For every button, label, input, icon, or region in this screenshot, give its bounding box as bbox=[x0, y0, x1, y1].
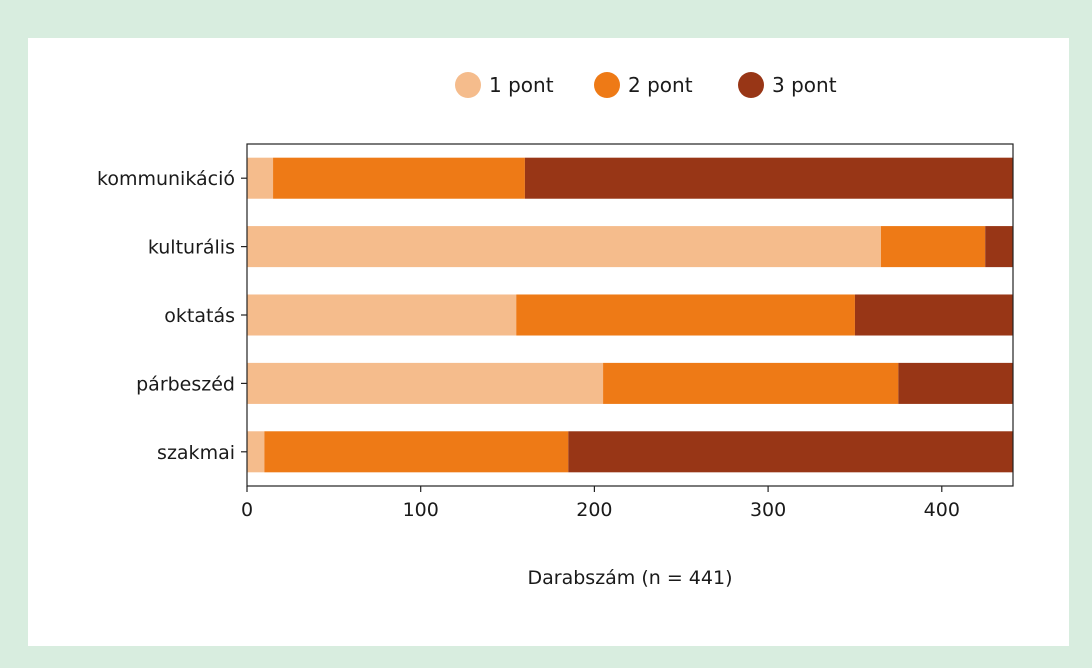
legend-swatch bbox=[594, 72, 620, 98]
legend: 1 pont 2 pont 3 pont bbox=[455, 72, 837, 98]
y-tick-label: párbeszéd bbox=[136, 373, 235, 395]
bar-oktatás-3-pont bbox=[854, 294, 1013, 336]
bar-kommunikáció-3-pont bbox=[524, 157, 1013, 199]
x-tick-label: 0 bbox=[241, 499, 253, 521]
x-tick-label: 200 bbox=[576, 499, 612, 521]
legend-label: 3 pont bbox=[772, 73, 837, 97]
x-axis-label: Darabszám (n = 441) bbox=[528, 567, 733, 589]
y-tick-label: kommunikáció bbox=[97, 168, 235, 190]
bar-szakmai-2-pont bbox=[264, 431, 569, 473]
bar-szakmai-3-pont bbox=[568, 431, 1013, 473]
bars bbox=[247, 157, 1013, 473]
chart-panel: 1 pont 2 pont 3 pont kommunikáció kulturáli… bbox=[28, 38, 1069, 646]
stacked-bar-chart: 1 pont 2 pont 3 pont kommunikáció kulturáli… bbox=[97, 72, 1014, 589]
y-axis: kommunikáció kulturális oktatás párbeszéd sz… bbox=[97, 168, 247, 464]
y-tick-label: kulturális bbox=[148, 237, 235, 259]
bar-kulturális-3-pont bbox=[985, 226, 1013, 268]
x-tick-label: 400 bbox=[924, 499, 960, 521]
bar-kommunikáció-2-pont bbox=[273, 157, 525, 199]
bar-párbeszéd-2-pont bbox=[603, 362, 899, 404]
legend-label: 2 pont bbox=[628, 73, 693, 97]
bar-párbeszéd-3-pont bbox=[898, 362, 1013, 404]
bar-kommunikáció-1-pont bbox=[247, 157, 274, 199]
bar-párbeszéd-1-pont bbox=[247, 362, 604, 404]
legend-label: 1 pont bbox=[489, 73, 554, 97]
y-tick-label: oktatás bbox=[164, 305, 235, 327]
legend-swatch bbox=[455, 72, 481, 98]
bar-oktatás-2-pont bbox=[516, 294, 855, 336]
x-axis: 0 100 200 300 400 bbox=[241, 486, 960, 521]
x-tick-label: 300 bbox=[750, 499, 786, 521]
bar-kulturális-1-pont bbox=[247, 226, 881, 268]
y-tick-label: szakmai bbox=[157, 442, 235, 464]
bar-kulturális-2-pont bbox=[880, 226, 986, 268]
legend-swatch bbox=[738, 72, 764, 98]
x-tick-label: 100 bbox=[403, 499, 439, 521]
bar-oktatás-1-pont bbox=[247, 294, 517, 336]
bar-szakmai-1-pont bbox=[247, 431, 265, 473]
